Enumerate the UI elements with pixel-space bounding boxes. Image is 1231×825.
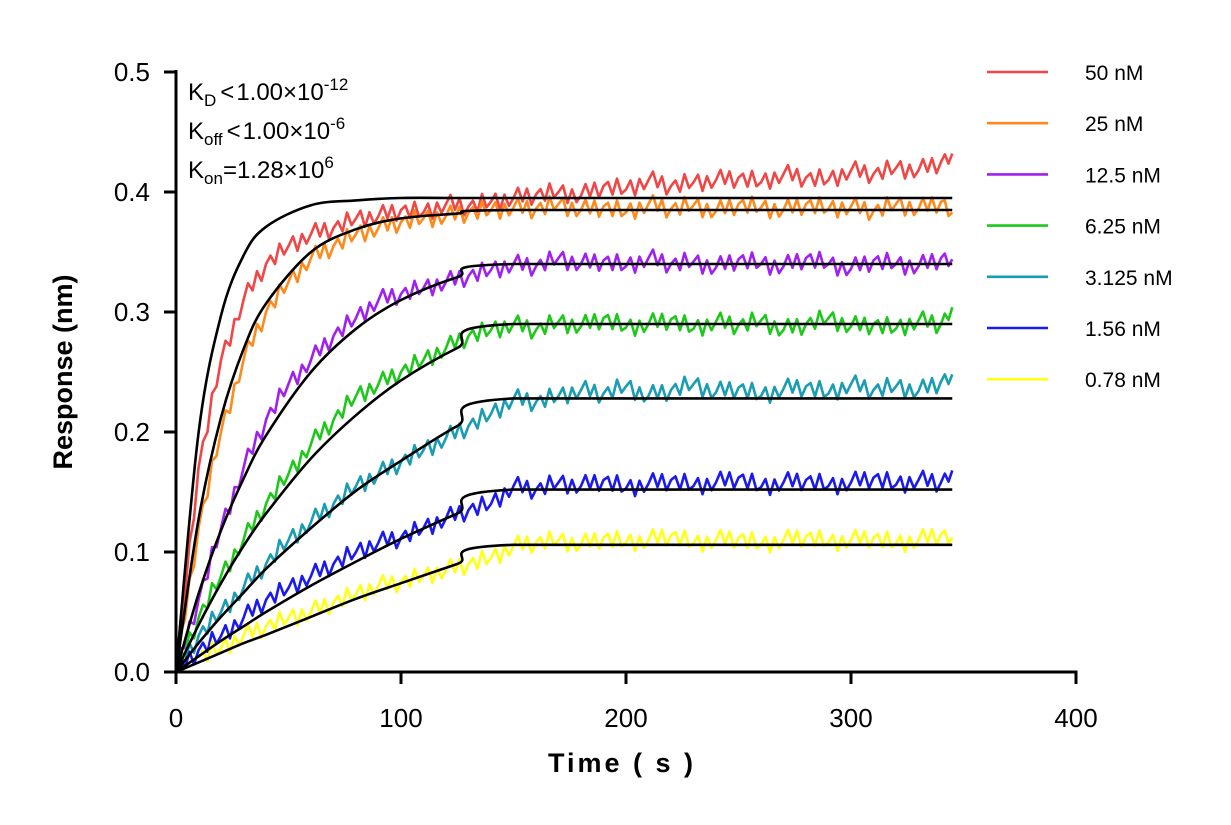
legend-item: 12.5 nM [987, 164, 1161, 187]
measured-curve-50-nM [174, 153, 954, 673]
legend-label: 25 nM [1085, 113, 1143, 136]
x-tick-label: 200 [604, 703, 647, 733]
fit-curve-3_125-nM [174, 397, 953, 673]
x-tick-label: 400 [1054, 703, 1097, 733]
y-tick-label: 0.2 [114, 417, 150, 447]
kinetic-annotations: KD <1.00×10-12 Koff <1.00×10-6 Kon=1.28×10… [188, 75, 348, 188]
legend-item: 1.56 nM [987, 318, 1161, 341]
legend-label: 1.56 nM [1085, 318, 1161, 341]
legend-label: 50 nM [1085, 62, 1143, 85]
fit-curve-0_78-nM [175, 543, 953, 674]
x-tick-label: 300 [829, 703, 872, 733]
y-tick-label: 0.1 [114, 537, 150, 567]
legend-label: 12.5 nM [1085, 164, 1161, 187]
legend: 50 nM 25 nM 12.5 nM 6.25 nM 3.125 nM 1.56 nM 0… [987, 62, 1173, 392]
measured-curve-25-nM [174, 194, 954, 673]
measured-curve-12_5-nM [174, 248, 954, 673]
legend-label: 0.78 nM [1085, 369, 1161, 392]
measured-curve-0_78-nM [197, 527, 954, 663]
kon-annotation: Kon=1.28×106 [188, 153, 334, 188]
legend-item: 50 nM [987, 62, 1143, 85]
fit-curve-6_25-nM [174, 322, 953, 673]
y-tick-label: 0.5 [114, 57, 150, 87]
fit-curve-1_56-nM [175, 488, 953, 674]
legend-item: 25 nM [987, 113, 1143, 136]
legend-item: 3.125 nM [987, 267, 1173, 290]
x-tick-label: 0 [169, 703, 183, 733]
legend-label: 3.125 nM [1085, 267, 1173, 290]
x-axis-title: Time ( s ) [548, 748, 696, 778]
y-tick-label: 0.4 [114, 177, 150, 207]
y-tick-label: 0.3 [114, 297, 150, 327]
y-tick-label: 0.0 [114, 657, 150, 687]
fit-curve-25-nM [174, 208, 953, 673]
fit-curve-50-nM [174, 196, 953, 673]
legend-label: 6.25 nM [1085, 216, 1161, 239]
fit-curve-12_5-nM [174, 262, 953, 673]
axes: 0 100 200 300 400 0.0 0.1 0.2 0.3 0.4 0.5 [114, 57, 1098, 733]
x-tick-label: 100 [379, 703, 422, 733]
kd-annotation: KD <1.00×10-12 [188, 75, 348, 110]
measured-curve-3_125-nM [174, 373, 954, 673]
legend-item: 0.78 nM [987, 369, 1161, 392]
plot-area [174, 153, 954, 674]
y-axis-title: Response (nm) [48, 274, 78, 469]
legend-item: 6.25 nM [987, 216, 1161, 239]
koff-annotation: Koff <1.00×10-6 [188, 114, 345, 149]
measured-curve-1_56-nM [174, 469, 954, 673]
